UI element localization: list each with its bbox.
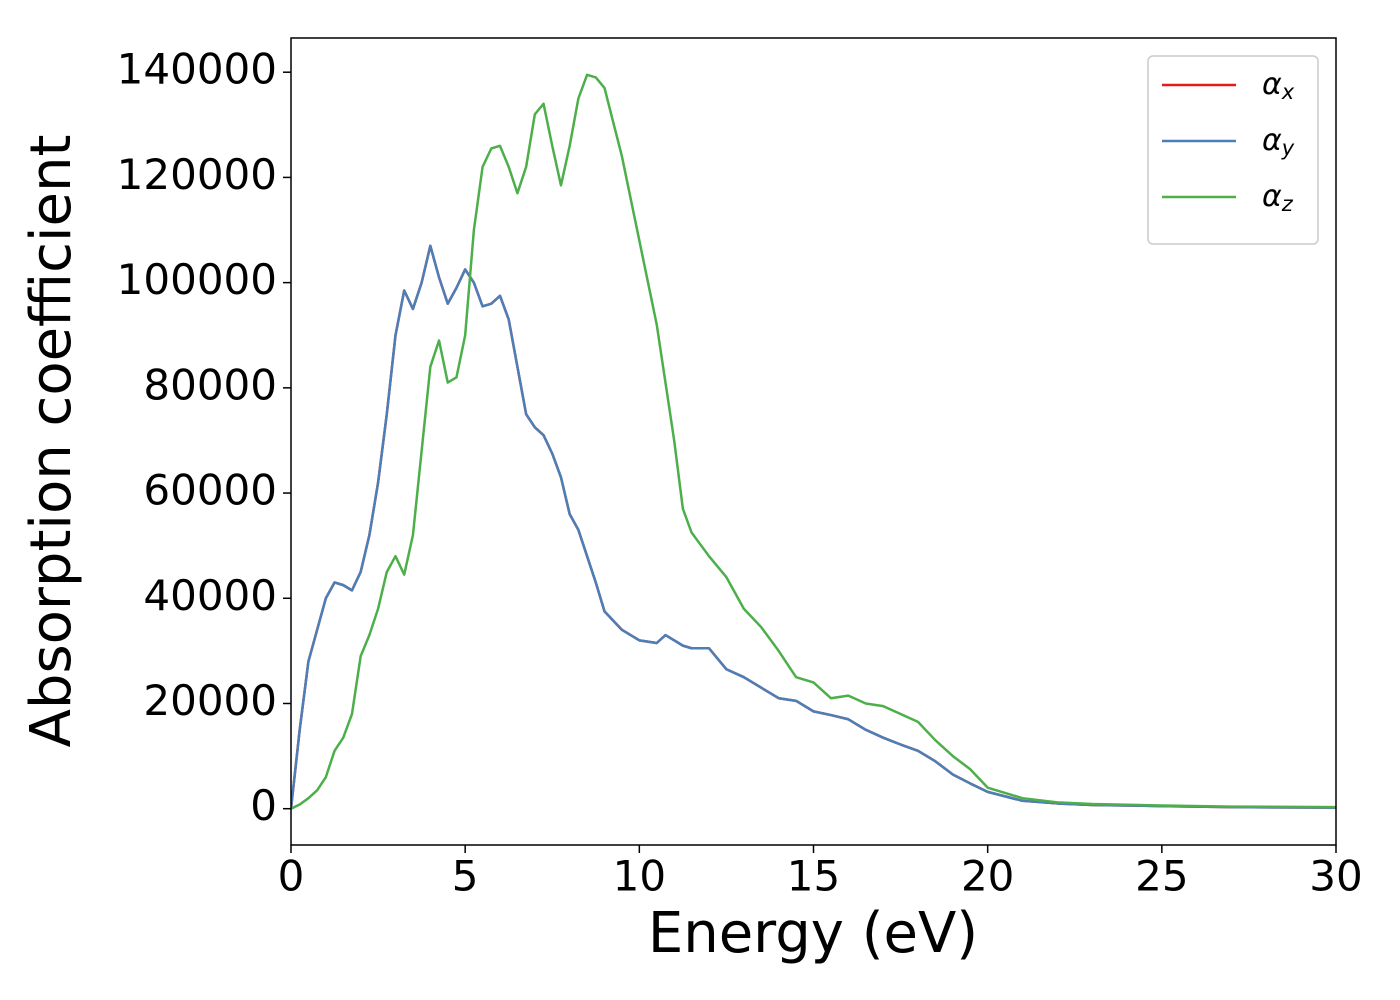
- y-tick-label: 60000: [143, 466, 277, 515]
- x-tick-label: 20: [961, 852, 1014, 901]
- x-tick-label: 10: [613, 852, 666, 901]
- x-tick-label: 0: [278, 852, 305, 901]
- legend-label: αx: [1262, 67, 1295, 105]
- y-tick-label: 40000: [143, 571, 277, 620]
- legend-label: αz: [1262, 179, 1294, 217]
- series-line: [291, 73, 1336, 810]
- x-axis-label: Energy (eV): [648, 901, 978, 966]
- series-line: [291, 244, 1336, 809]
- plot-frame: [290, 37, 1337, 846]
- x-tick-label: 30: [1309, 852, 1362, 901]
- y-tick-label: 140000: [117, 45, 277, 94]
- y-axis-label: Absorption coefficient: [19, 135, 84, 748]
- series-line: [291, 244, 1336, 809]
- legend-label: αy: [1262, 123, 1295, 161]
- x-tick-label: 5: [452, 852, 479, 901]
- x-tick-label: 25: [1135, 852, 1188, 901]
- y-tick-label: 80000: [143, 360, 277, 409]
- y-tick-label: 120000: [117, 150, 277, 199]
- y-tick-label: 100000: [117, 255, 277, 304]
- y-tick-label: 0: [250, 781, 277, 830]
- x-tick-label: 15: [787, 852, 840, 901]
- y-tick-label: 20000: [143, 676, 277, 725]
